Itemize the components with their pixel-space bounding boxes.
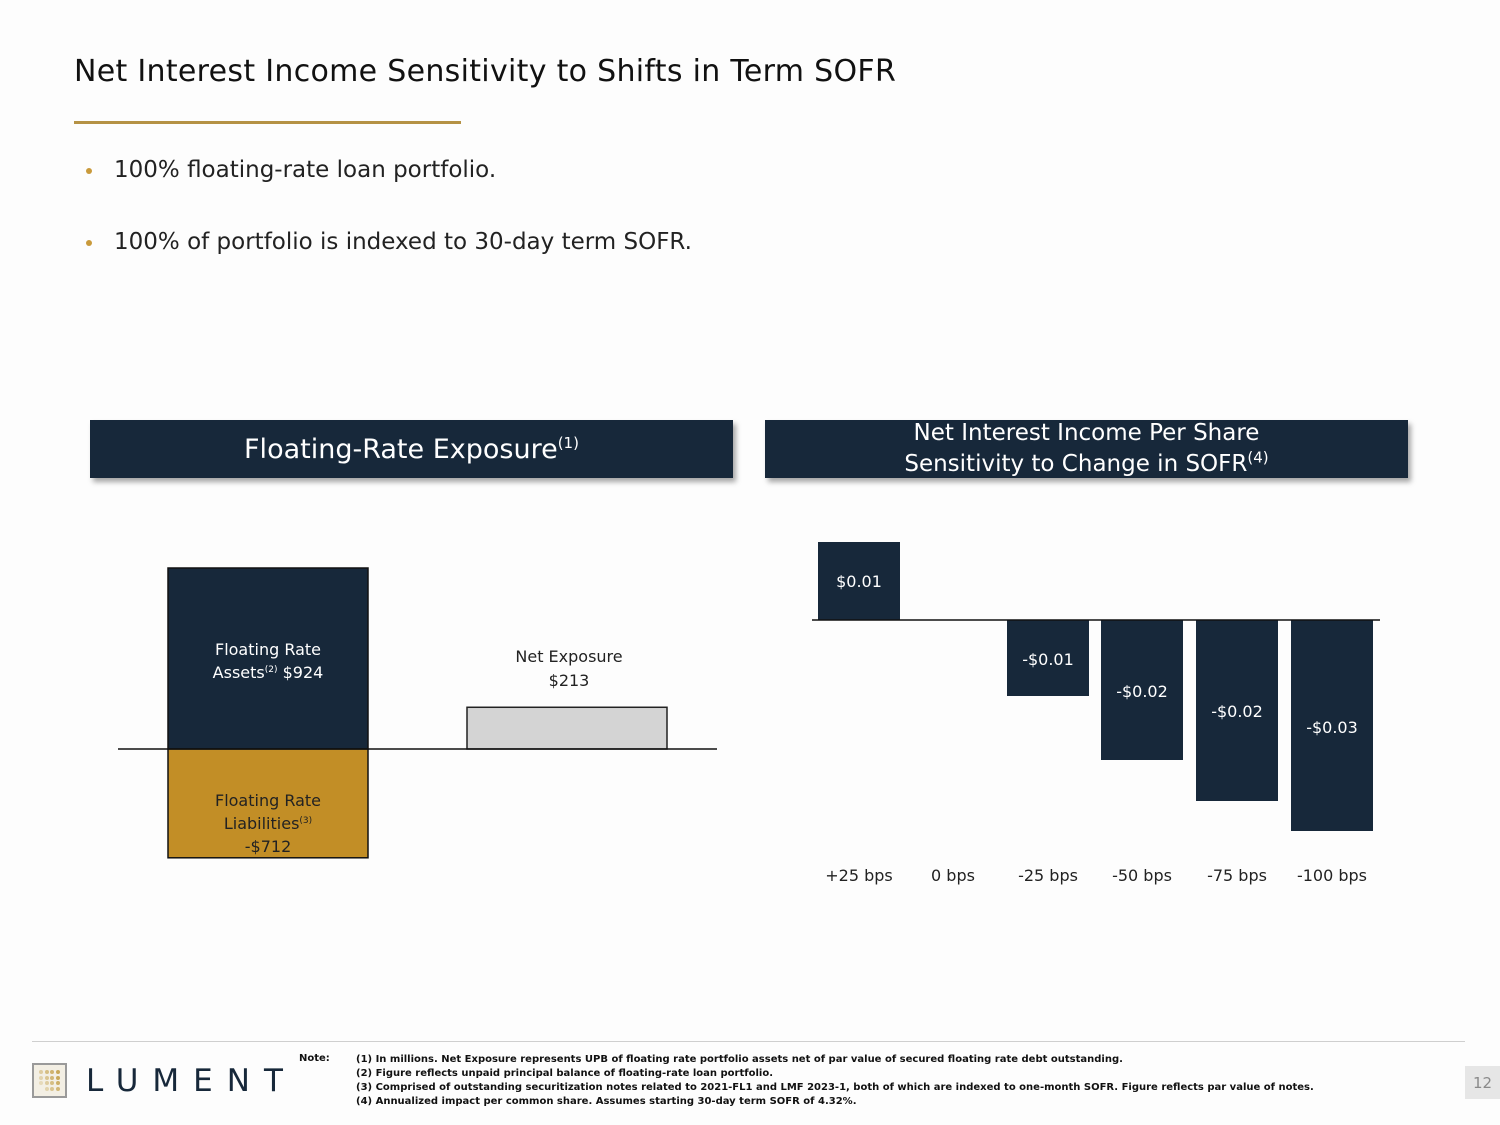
- title-underline: [74, 121, 461, 124]
- footnote-3: (3) Comprised of outstanding securitizat…: [356, 1082, 1314, 1093]
- sensitivity-category-label: -25 bps: [1018, 866, 1078, 885]
- sensitivity-panel-header: Net Interest Income Per Share Sensitivit…: [765, 420, 1408, 478]
- footnote-1: (1) In millions. Net Exposure represents…: [356, 1054, 1123, 1065]
- sensitivity-category-label: -50 bps: [1112, 866, 1172, 885]
- footnotes: (1) In millions. Net Exposure represents…: [356, 1053, 1314, 1109]
- sensitivity-bar: [1196, 620, 1278, 801]
- net-exposure-value: $213: [549, 671, 590, 690]
- sensitivity-category-label: -75 bps: [1207, 866, 1267, 885]
- sensitivity-bar: [1007, 620, 1089, 696]
- liabilities-label-line2: Liabilities(3): [224, 814, 312, 833]
- sensitivity-data-label: -$0.02: [1211, 702, 1263, 721]
- sensitivity-category-label: -100 bps: [1297, 866, 1367, 885]
- sensitivity-category-label: 0 bps: [931, 866, 975, 885]
- bullet-list: 100% floating-rate loan portfolio. 100% …: [86, 152, 692, 296]
- bullet-dot-icon: [86, 168, 92, 174]
- footnote-4: (4) Annualized impact per common share. …: [356, 1096, 857, 1107]
- assets-bar: [167, 567, 369, 750]
- exposure-panel-header: Floating-Rate Exposure(1): [90, 420, 733, 478]
- liabilities-label-value: -$712: [245, 837, 292, 856]
- net-exposure-bar: [466, 706, 668, 750]
- sensitivity-data-label: -$0.02: [1116, 682, 1168, 701]
- sensitivity-data-label: -$0.01: [1022, 650, 1074, 669]
- sensitivity-bar: [1291, 620, 1373, 831]
- lument-logo-icon: [32, 1063, 67, 1098]
- net-exposure-label: Net Exposure: [515, 647, 622, 666]
- page-number: 12: [1465, 1066, 1500, 1099]
- note-label: Note:: [299, 1053, 330, 1064]
- sensitivity-bar: [1101, 620, 1183, 760]
- assets-label-line1: Floating Rate: [215, 640, 321, 659]
- sensitivity-bar: [818, 542, 900, 620]
- bullet-item: 100% floating-rate loan portfolio.: [86, 152, 692, 188]
- sensitivity-data-label: $0.01: [836, 572, 882, 591]
- sensitivity-data-label: -$0.03: [1306, 718, 1358, 737]
- sensitivity-category-label: +25 bps: [825, 866, 893, 885]
- liabilities-label-line1: Floating Rate: [215, 791, 321, 810]
- liabilities-bar: [167, 748, 369, 859]
- footer-divider: [32, 1041, 1465, 1042]
- lument-logo-text: LUMENT: [86, 1063, 297, 1099]
- footnote-2: (2) Figure reflects unpaid principal bal…: [356, 1068, 773, 1079]
- bullet-item: 100% of portfolio is indexed to 30-day t…: [86, 224, 692, 260]
- page-title: Net Interest Income Sensitivity to Shift…: [74, 54, 897, 89]
- bullet-dot-icon: [86, 240, 92, 246]
- assets-label-line2: Assets(2) $924: [213, 663, 324, 682]
